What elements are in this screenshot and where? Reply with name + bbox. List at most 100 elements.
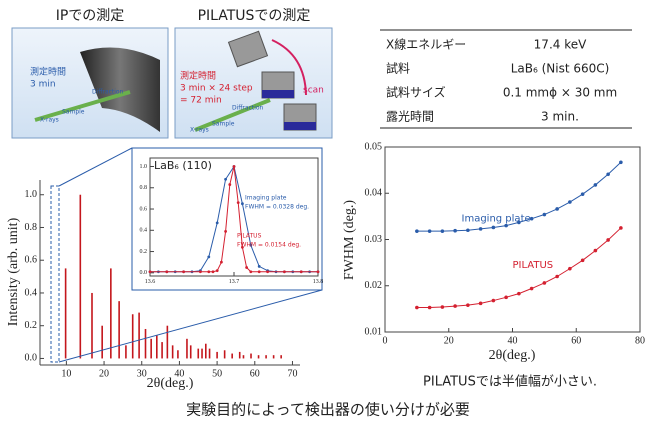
x-tick-label: 80 bbox=[635, 335, 645, 346]
point bbox=[466, 303, 470, 307]
peak bbox=[209, 349, 211, 359]
point bbox=[207, 270, 210, 273]
peak bbox=[110, 268, 112, 358]
peak bbox=[101, 326, 103, 359]
y-tick-label: 0.05 bbox=[365, 141, 383, 152]
total: = 72 min bbox=[180, 96, 222, 106]
point bbox=[492, 299, 496, 303]
peak bbox=[138, 313, 140, 359]
y-axis-label: FWHM (deg.) bbox=[342, 200, 357, 280]
point bbox=[216, 269, 219, 272]
peak bbox=[132, 314, 134, 358]
series-label: PILATUS bbox=[513, 260, 554, 271]
point bbox=[568, 200, 572, 204]
y-tick-label: 0.4 bbox=[25, 287, 38, 298]
point bbox=[606, 238, 610, 242]
point bbox=[199, 270, 202, 273]
point bbox=[428, 229, 432, 233]
peak bbox=[250, 354, 252, 359]
x-tick-label: 10 bbox=[61, 368, 71, 379]
point bbox=[619, 226, 623, 230]
point bbox=[415, 306, 419, 310]
point bbox=[233, 165, 236, 168]
point bbox=[182, 270, 185, 273]
label: Sample bbox=[62, 109, 85, 116]
point bbox=[249, 270, 252, 273]
point bbox=[479, 302, 483, 306]
zoom-box bbox=[51, 186, 59, 362]
pilatus-panel: PILATUSでの測定 測定時間 3 min × 24 step = 72 mi… bbox=[175, 8, 332, 138]
peak bbox=[172, 345, 174, 358]
x-tick-label: 60 bbox=[571, 335, 581, 346]
label: Diffraction bbox=[232, 105, 264, 112]
table-value: 0.1 mmϕ × 30 mm bbox=[503, 86, 617, 100]
point bbox=[207, 255, 210, 258]
peak bbox=[91, 293, 93, 358]
peak bbox=[231, 354, 233, 359]
conclusion: 実験目的によって検出器の使い分けが必要 bbox=[186, 401, 470, 419]
peak bbox=[197, 349, 199, 359]
peak bbox=[186, 339, 188, 359]
panel-title: IPでの測定 bbox=[56, 8, 125, 24]
point bbox=[237, 201, 240, 204]
point bbox=[216, 221, 219, 224]
x-tick-label: 13.7 bbox=[229, 279, 240, 285]
y-tick-label: 0.0 bbox=[25, 353, 38, 364]
detector-face bbox=[262, 90, 294, 98]
point bbox=[543, 213, 547, 217]
peak bbox=[216, 352, 218, 359]
point bbox=[266, 270, 269, 273]
point bbox=[241, 202, 244, 205]
chart-title: LaB₆ (110) bbox=[154, 159, 212, 172]
y-tick-label: 0.02 bbox=[365, 280, 383, 291]
peak bbox=[65, 268, 67, 358]
point bbox=[258, 265, 261, 268]
label: Diffraction bbox=[92, 89, 124, 96]
point bbox=[165, 270, 168, 273]
point bbox=[555, 207, 559, 211]
point bbox=[555, 275, 559, 279]
series-label: Imaging plate bbox=[462, 214, 531, 225]
y-tick-label: 0.2 bbox=[25, 320, 38, 331]
point bbox=[479, 227, 483, 231]
point bbox=[415, 229, 419, 233]
y-tick-label: 0.0 bbox=[140, 270, 148, 276]
peak bbox=[243, 355, 245, 358]
time-label: 測定時間 bbox=[30, 66, 66, 78]
point bbox=[220, 261, 223, 264]
y-tick-label: 0.2 bbox=[140, 249, 148, 255]
x-tick-label: 20 bbox=[99, 368, 109, 379]
table-key: 試料 bbox=[386, 61, 410, 76]
x-tick-label: 13.8 bbox=[313, 279, 324, 285]
point bbox=[504, 296, 508, 300]
x-axis-label: 2θ(deg.) bbox=[147, 376, 194, 391]
point bbox=[441, 305, 445, 309]
point bbox=[594, 183, 598, 187]
y-tick-label: 0.8 bbox=[25, 222, 38, 233]
zoom-line bbox=[59, 148, 132, 186]
time: 3 min bbox=[30, 80, 56, 90]
ip-panel: IPでの測定 測定時間 3 min Diffraction Sample X-r… bbox=[12, 8, 168, 138]
fwhm-label: FWHM = 0.0154 deg. bbox=[237, 242, 301, 249]
x-tick-label: 30 bbox=[137, 368, 147, 379]
peak bbox=[150, 339, 152, 359]
point bbox=[317, 270, 320, 273]
table-value: 3 min. bbox=[541, 110, 579, 124]
point bbox=[581, 259, 585, 263]
peak bbox=[265, 355, 267, 358]
x-tick-label: 70 bbox=[287, 368, 297, 379]
y-axis-label: Intensity (arb. unit) bbox=[6, 217, 21, 326]
point bbox=[606, 172, 610, 176]
x-tick-label: 20 bbox=[444, 335, 454, 346]
y-tick-label: 0.4 bbox=[140, 228, 148, 234]
point bbox=[441, 229, 445, 233]
point bbox=[428, 306, 432, 310]
table-value: 17.4 keV bbox=[534, 38, 587, 52]
detector-face bbox=[284, 122, 316, 130]
point bbox=[149, 270, 152, 273]
point bbox=[492, 226, 496, 230]
slide: IPでの測定 測定時間 3 min Diffraction Sample X-r… bbox=[0, 0, 656, 423]
point bbox=[453, 229, 457, 233]
